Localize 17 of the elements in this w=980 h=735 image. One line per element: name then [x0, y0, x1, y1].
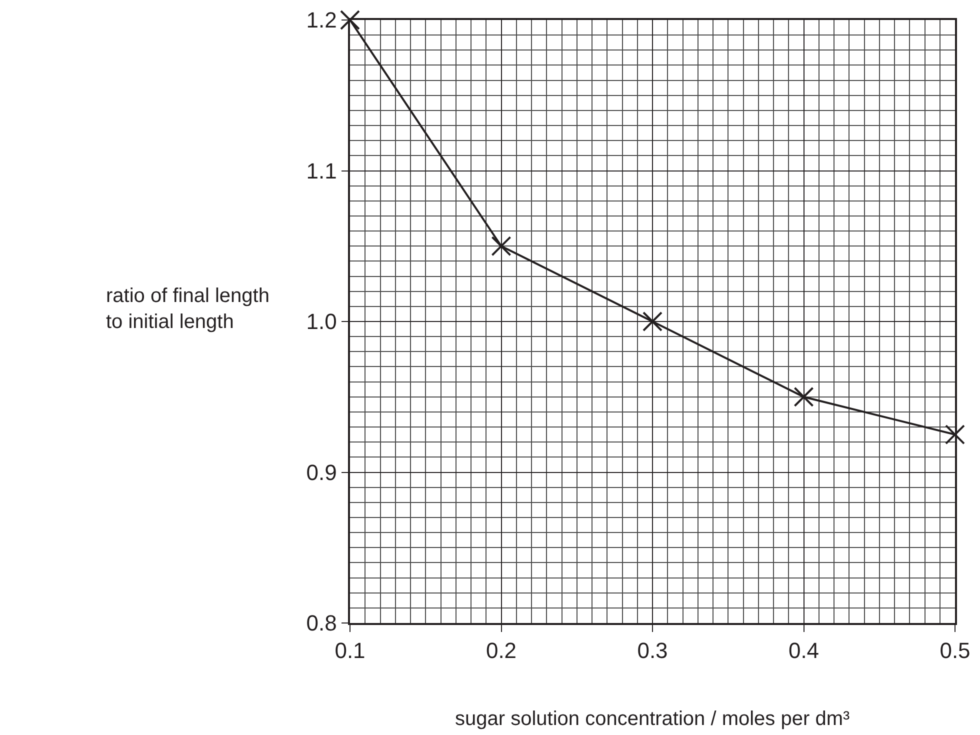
x-tick-label: 0.1	[334, 638, 366, 664]
x-tick-label: 0.5	[940, 638, 970, 664]
x-tick-label: 0.2	[486, 638, 517, 664]
y-tick-label: 0.9	[306, 460, 337, 485]
x-axis-title: sugar solution concentration / moles per dm³	[455, 708, 850, 730]
y-tick-label: 1.0	[306, 309, 337, 334]
y-tick-label: 1.2	[306, 8, 337, 33]
x-tick-label: 0.3	[637, 638, 668, 664]
y-tick-label: 0.8	[306, 610, 337, 636]
y-axis-title: ratio of final length to initial length	[106, 285, 270, 333]
point	[794, 386, 814, 407]
point	[491, 236, 512, 256]
point	[642, 312, 662, 332]
point	[945, 424, 965, 445]
x-tick-label: 0.4	[788, 638, 820, 664]
y-tick-label: 1.1	[306, 158, 337, 184]
point	[340, 10, 360, 30]
